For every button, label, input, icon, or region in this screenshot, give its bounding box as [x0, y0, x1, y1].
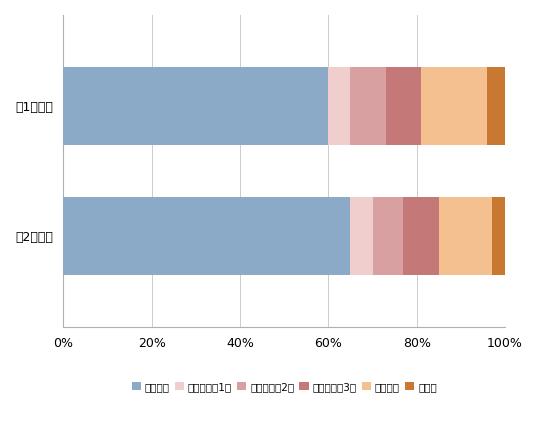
Bar	[328, 67, 350, 145]
Bar	[492, 197, 505, 275]
Bar	[421, 67, 487, 145]
Bar	[404, 197, 439, 275]
Legend: 学力検査, 学習の記録1年, 学習の記録2年, 学習の記録3年, 特別活動, その他: 学力検査, 学習の記録1年, 学習の記録2年, 学習の記録3年, 特別活動, そ…	[131, 382, 437, 392]
Bar	[63, 67, 328, 145]
Bar	[487, 67, 505, 145]
Bar	[386, 67, 421, 145]
Bar	[372, 197, 404, 275]
Bar	[63, 197, 350, 275]
Bar	[350, 197, 372, 275]
Bar	[350, 67, 386, 145]
Bar	[439, 197, 492, 275]
